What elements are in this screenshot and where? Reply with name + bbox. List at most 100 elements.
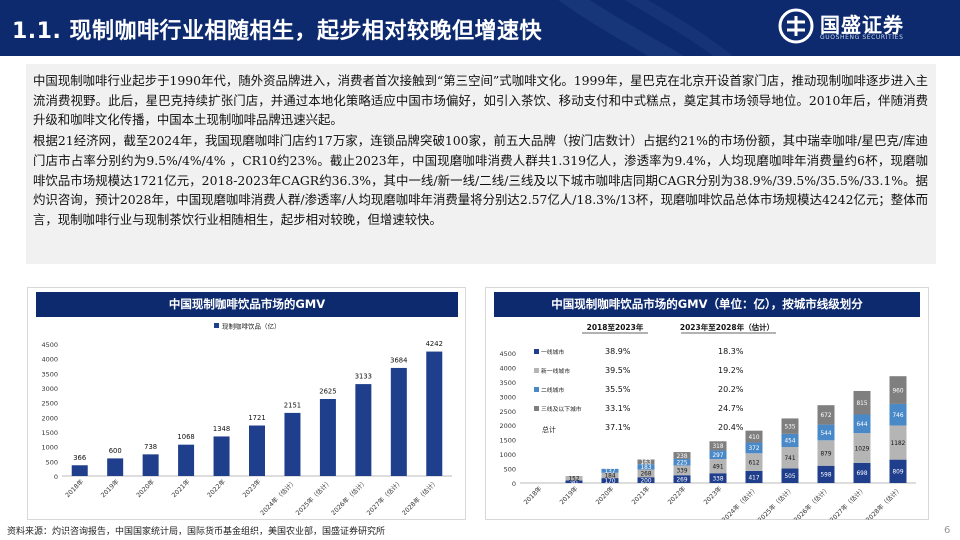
segment-label: 741: [784, 456, 795, 462]
header-watermark-decoration: [558, 0, 733, 56]
logo-subtext: GUOSHENG SECURITIES: [820, 34, 904, 41]
x-tick-label: 2026年（估计）: [329, 477, 369, 517]
cagr-value: 39.5%: [605, 366, 631, 375]
stack-segment: [673, 452, 691, 459]
stack-segment: [637, 477, 655, 483]
segment-label: 184: [604, 474, 615, 480]
segment-label: 297: [712, 453, 723, 459]
segment-label: 698: [856, 471, 867, 477]
gmv-chart-title: 中国现制咖啡饮品市场的GMV: [36, 292, 458, 317]
bar: [107, 458, 124, 476]
stack-segment: [817, 440, 835, 466]
x-tick-label: 2022年: [665, 484, 687, 506]
segment-label: 1029: [855, 446, 870, 452]
segment-label: 612: [748, 460, 759, 466]
segment-label: 417: [748, 475, 759, 481]
gmv-bar-chart: 0 500 1000 1500 2000 2500 3000 3500 4000 4500 现制咖啡…: [41, 322, 452, 517]
stack-segment: [889, 376, 907, 404]
data-label: 1068: [177, 433, 194, 441]
x-tick-label: 2028年（估计）: [400, 477, 440, 517]
legend-label: 现制咖啡饮品（亿）: [222, 322, 281, 331]
segment-label: 746: [892, 413, 903, 419]
x-tick-label: 2025年（估计）: [755, 484, 795, 520]
x-tick-label: 2021年: [169, 477, 191, 499]
logo-text: 国盛证券: [820, 13, 904, 37]
segment-label: 544: [820, 431, 831, 437]
y-tick-label: 2000: [41, 414, 58, 422]
x-tick-label: 2024年（估计）: [719, 484, 759, 520]
bar: [390, 367, 407, 476]
stack-segment: [781, 418, 799, 434]
data-label-bg: [141, 441, 161, 452]
y-tick-label: 2500: [41, 400, 58, 408]
guosheng-logo-icon: [778, 8, 814, 44]
bar: [142, 454, 159, 476]
bar: [178, 444, 195, 476]
x-tick-label: 2024年（估计）: [258, 477, 298, 517]
stack-segment: [781, 447, 799, 469]
page-title: 1.1. 现制咖啡行业相随相生，起步相对较晚但增速快: [12, 19, 542, 44]
stack-segment: [745, 430, 763, 443]
stack-segment: [709, 473, 727, 483]
legend-swatch: [534, 368, 539, 373]
stack-segment: [853, 433, 871, 463]
cagr-col-header: 2018至2023年: [587, 322, 644, 332]
data-label: 1721: [248, 414, 265, 422]
y-tick-label: 4000: [41, 356, 58, 364]
stack-segment: [889, 459, 907, 483]
stack-segment: [709, 441, 727, 451]
data-label: 1348: [213, 425, 230, 433]
data-label: 366: [73, 454, 86, 462]
y-tick-label: 500: [46, 458, 58, 466]
stack-segment: [853, 462, 871, 483]
legend-swatch: [214, 323, 219, 328]
y-tick-label: 1500: [499, 437, 516, 445]
x-tick-label: 2019年: [557, 484, 579, 506]
x-tick-label: 2027年（估计）: [364, 477, 404, 517]
bar: [284, 412, 301, 476]
cagr-value: 18.3%: [718, 347, 744, 356]
stack-segment: [601, 468, 619, 473]
cagr-value: 37.1%: [605, 423, 631, 432]
data-label-bg: [351, 371, 376, 382]
x-tick-label: 2019年: [98, 477, 120, 499]
y-tick-label: 500: [504, 466, 516, 474]
bar: [213, 436, 230, 476]
stack-segment: [673, 475, 691, 483]
x-tick-label: 2026年（估计）: [791, 484, 831, 520]
stack-segment: [781, 433, 799, 448]
segment-label: 318: [712, 444, 723, 450]
segment-label: 809: [892, 470, 903, 476]
segment-label: 879: [820, 451, 831, 457]
cagr-value: 33.1%: [605, 404, 631, 413]
stack-segment: [709, 459, 727, 474]
segment-label: 339: [676, 469, 687, 475]
gmv-chart-panel: 中国现制咖啡饮品市场的GMV 0 500 1000 1500 2000 2500 3000 3…: [27, 287, 466, 520]
title-bar: 1.1. 现制咖啡行业相随相生，起步相对较晚但增速快 国盛证券 GUOSHENG…: [0, 0, 960, 56]
y-tick-label: 3000: [499, 393, 516, 401]
gmv-by-city-chart-panel: 中国现制咖啡饮品市场的GMV（单位：亿），按城市线级划分 0 500 1000 150…: [485, 287, 929, 520]
stack-segment: [745, 442, 763, 454]
y-tick-label: 1500: [41, 429, 58, 437]
y-tick-label: 4500: [41, 341, 58, 349]
stack-segment: [745, 470, 763, 483]
x-tick-label: 2027年（估计）: [827, 484, 867, 520]
data-label: 3684: [390, 356, 407, 364]
data-label: 2625: [319, 388, 336, 396]
segment-label: 225: [676, 460, 687, 466]
segment-label: 238: [676, 454, 687, 460]
stack-segment: [673, 458, 691, 466]
x-tick-label: 2025年（估计）: [293, 477, 333, 517]
segment-label: 815: [856, 401, 867, 407]
cagr-total-label: 总计: [542, 425, 556, 434]
y-tick-label: 1000: [499, 451, 516, 459]
legend-label: 一线城市: [541, 348, 564, 356]
data-label-bg: [245, 412, 269, 423]
stack-segment: [709, 450, 727, 460]
stack-segment: [781, 468, 799, 483]
segment-label: 535: [784, 424, 795, 430]
cagr-value: 20.4%: [718, 423, 744, 432]
segment-label: 505: [784, 474, 795, 480]
bar: [249, 425, 265, 476]
